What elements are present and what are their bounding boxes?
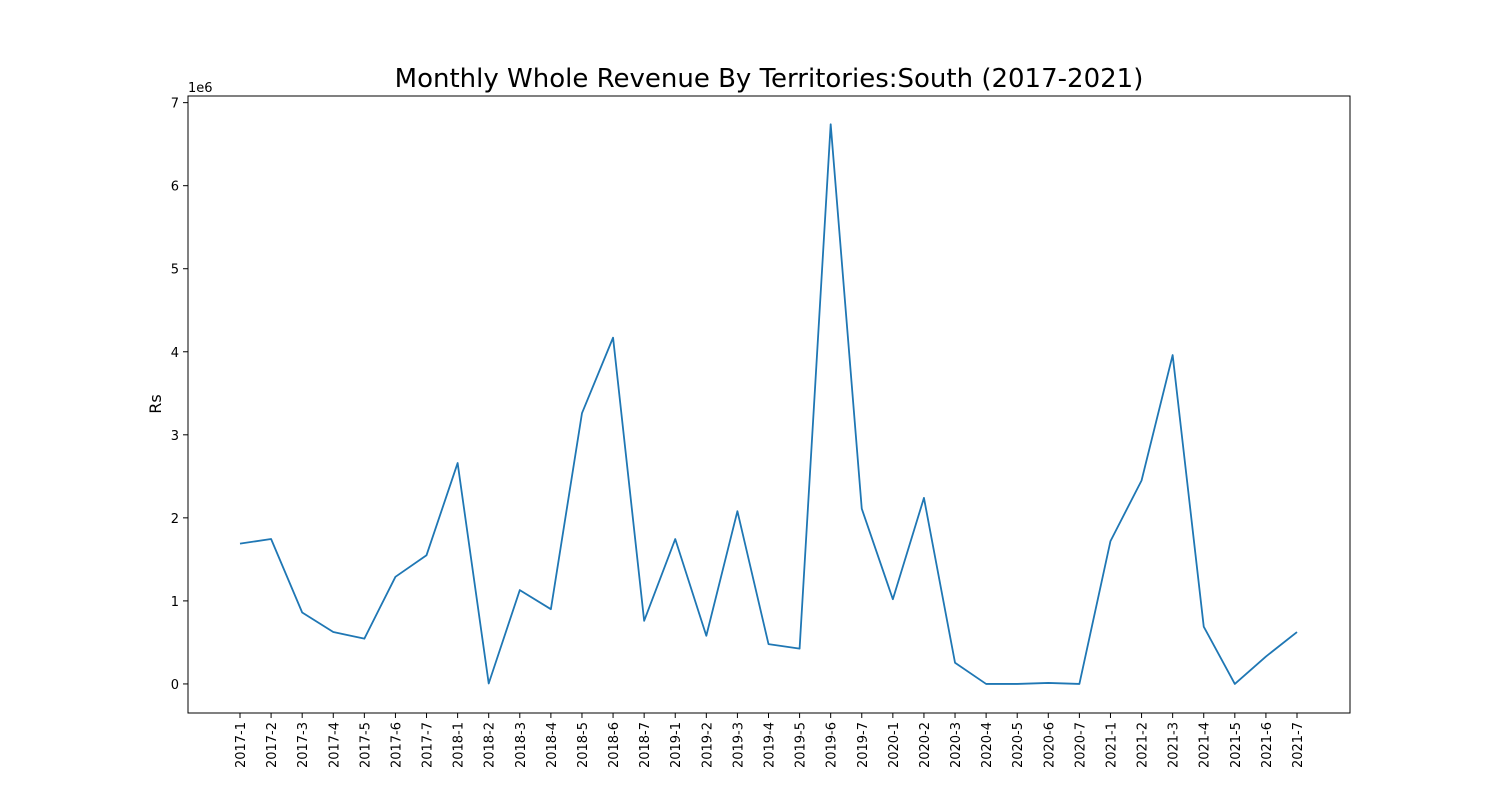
x-tick-label: 2019-3 [731,722,746,768]
x-tick-label: 2021-5 [1229,722,1244,768]
y-tick-label: 1 [171,595,179,610]
x-tick-label: 2021-2 [1136,722,1151,768]
x-tick-label: 2019-6 [825,722,840,768]
series-line [239,123,1298,685]
chart-title: Monthly Whole Revenue By Territories:Sou… [395,64,1144,94]
y-axis-offset-label: 1e6 [188,81,213,96]
x-tick-label: 2018-1 [452,722,467,768]
y-tick-label: 6 [171,180,179,195]
y-axis-label: Rs [146,394,165,413]
x-tick-label: 2017-6 [389,722,404,768]
plot-frame [187,95,1351,714]
y-tick-label: 3 [171,429,179,444]
y-tick-label: 2 [171,512,179,527]
x-tick-label: 2017-4 [327,722,342,768]
y-tick-label: 4 [171,346,179,361]
y-tick-label: 0 [171,678,179,693]
y-axis-ticks: 0 1 2 3 4 5 6 7 [171,97,188,693]
x-tick-label: 2020-7 [1073,722,1088,768]
x-tick-label: 2019-2 [700,722,715,768]
x-tick-label: 2018-3 [514,722,529,768]
x-tick-label: 2019-7 [856,722,871,768]
x-tick-label: 2018-7 [638,722,653,768]
x-tick-label: 2021-3 [1167,722,1182,768]
x-tick-label: 2017-7 [421,722,436,768]
x-tick-label: 2017-5 [358,722,373,768]
x-tick-label: 2020-4 [980,722,995,768]
x-tick-label: 2018-2 [483,722,498,768]
x-tick-label: 2021-4 [1198,722,1213,768]
x-tick-label: 2020-6 [1042,722,1057,768]
x-tick-label: 2017-2 [265,722,280,768]
x-tick-label: 2017-3 [296,722,311,768]
x-tick-label: 2018-5 [576,722,591,768]
x-tick-label: 2019-4 [763,722,778,768]
x-tick-label: 2021-1 [1104,722,1119,768]
x-tick-label: 2018-4 [545,722,560,768]
x-tick-label: 2020-1 [887,722,902,768]
x-axis-ticks: 2017-1 2017-2 2017-3 2017-4 2017-5 2017-6 2017… [234,713,1306,768]
x-tick-label: 2020-3 [949,722,964,768]
x-tick-label: 2020-2 [918,722,933,768]
x-tick-label: 2018-6 [607,722,622,768]
x-tick-label: 2021-7 [1291,722,1306,768]
y-tick-label: 5 [171,263,179,278]
x-tick-label: 2020-5 [1011,722,1026,768]
x-tick-label: 2019-5 [794,722,809,768]
y-tick-label: 7 [171,97,179,112]
x-tick-label: 2021-6 [1260,722,1275,768]
x-tick-label: 2019-1 [669,722,684,768]
x-tick-label: 2017-1 [234,722,249,768]
